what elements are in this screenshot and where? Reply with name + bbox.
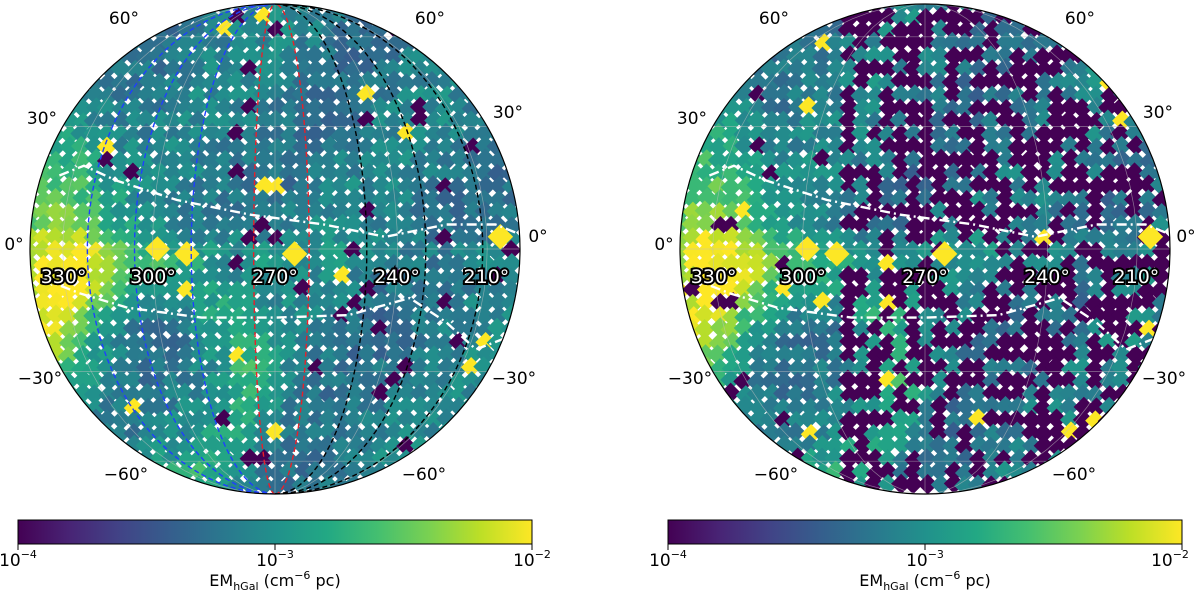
graticule-left (30, 4, 520, 494)
meridian-line (274, 4, 484, 494)
colorbar-gradient-right (667, 519, 1183, 545)
lat-label-m30-right: −30° (492, 369, 536, 389)
lat-label-60-left-r: 60° (759, 9, 789, 29)
lat-label-m30-left: −30° (18, 369, 62, 389)
longitude-labels-right: 330° 300° 270° 240° 210° (689, 264, 1162, 290)
meridian-line (252, 4, 276, 494)
longitude-label-300: 300° (780, 266, 826, 288)
colorbar-tick-1e-4-right: 10−4 (649, 548, 687, 571)
meridian-line (274, 4, 310, 494)
lat-label-30-left: 30° (27, 109, 57, 129)
graticule-right (680, 4, 1170, 494)
longitude-labels-left: 330° 300° 270° 240° 210° (39, 264, 512, 290)
lat-label-m60-left-r: −60° (754, 465, 798, 485)
map-boundary-left (29, 3, 521, 495)
longitude-label-330: 330° (41, 266, 87, 288)
colorbar-tick-1e-2-left: 10−2 (513, 548, 551, 571)
lat-label-m60-right-r: −60° (1052, 465, 1096, 485)
colorbar-tick-1e-4-left: 10−4 (0, 548, 37, 571)
lat-label-60-left: 60° (109, 9, 139, 29)
colorbar-ticks-left (17, 544, 533, 550)
lat-label-60-right-r: 60° (1065, 9, 1095, 29)
colorbar-tick-1e-3-left: 10−3 (256, 548, 294, 571)
longitude-label-300: 300° (130, 266, 176, 288)
colorbar-tick-1e-3-right: 10−3 (906, 548, 944, 571)
lat-label-0-left: 0° (4, 235, 23, 255)
lat-label-m30-left-r: −30° (668, 369, 712, 389)
colorbar-gradient-left (17, 519, 533, 545)
meridian-line (133, 4, 276, 494)
lat-label-60-right: 60° (415, 9, 445, 29)
lat-label-30-right: 30° (493, 103, 523, 123)
lat-label-30-right-r: 30° (1143, 103, 1173, 123)
colorbar-left: 10−4 10−3 10−2 EMhGal (cm−6 pc) (0, 519, 551, 593)
meridian-line (274, 4, 427, 494)
colorbar-right: 10−4 10−3 10−2 EMhGal (cm−6 pc) (649, 519, 1189, 593)
map-boundary-right (679, 3, 1171, 495)
map-panel-right: 330° 300° 270° 240° 210° 60° 60° 30° 30° 0° … (649, 3, 1196, 593)
lat-label-0-right: 0° (528, 227, 547, 247)
latitude-labels-right: 60° 60° 30° 30° 0° 0° −30° −30° −60° −60… (654, 9, 1195, 485)
healpix-map-right (680, 4, 1170, 494)
longitude-label-240: 240° (1024, 266, 1070, 288)
lat-label-m60-right: −60° (402, 465, 446, 485)
colorbar-label-left: EMhGal (cm−6 pc) (209, 569, 340, 592)
longitude-label-330: 330° (691, 266, 737, 288)
lat-label-0-right-r: 0° (1176, 227, 1195, 247)
lat-label-m60-left: −60° (104, 465, 148, 485)
lat-label-0-left-r: 0° (654, 235, 673, 255)
lat-label-m30-right-r: −30° (1142, 369, 1186, 389)
map-panel-left: 330° 300° 270° 240° 210° 60° 60° 30° 30° 0° … (0, 3, 551, 593)
longitude-label-210: 210° (464, 266, 510, 288)
colorbar-ticks-right (667, 544, 1183, 550)
colorbar-label-right: EMhGal (cm−6 pc) (859, 569, 990, 592)
longitude-label-270: 270° (252, 266, 298, 288)
longitude-label-210: 210° (1114, 266, 1160, 288)
longitude-label-270: 270° (902, 266, 948, 288)
meridian-line (274, 4, 368, 494)
meridian-line (190, 4, 276, 494)
galactic-plane-contour-right (691, 164, 1170, 351)
contour-line (58, 164, 520, 238)
colorbar-tick-1e-2-right: 10−2 (1151, 548, 1189, 571)
meridian-lines-left (86, 4, 484, 494)
longitude-label-240: 240° (374, 266, 420, 288)
galactic-plane-contour-left (41, 164, 520, 351)
lat-label-30-left-r: 30° (677, 109, 707, 129)
contour-line (708, 164, 1170, 238)
latitude-labels-left: 60° 60° 30° 30° 0° 0° −30° −30° −60° −60… (4, 9, 547, 485)
